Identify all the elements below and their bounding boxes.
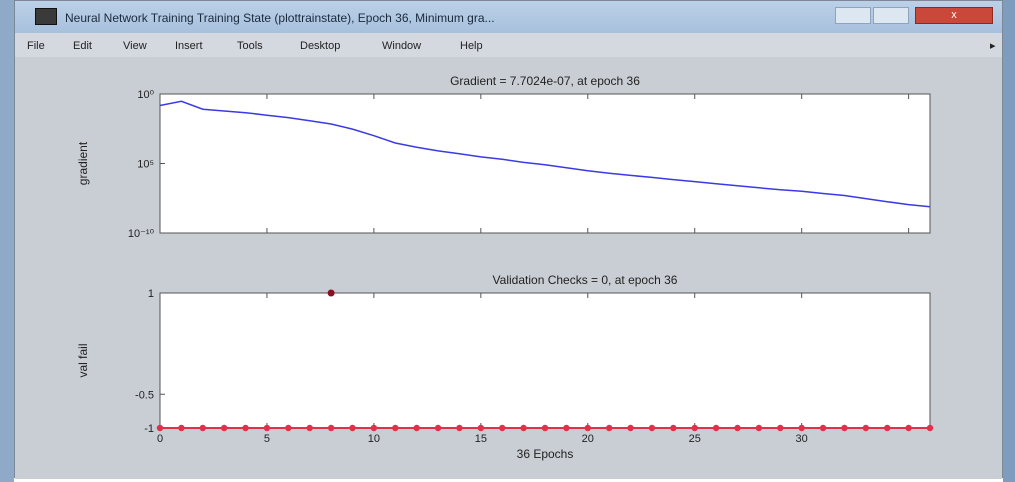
validation-point: [263, 424, 271, 432]
validation-point: [605, 424, 613, 432]
validation-point: [477, 424, 485, 432]
window-title: Neural Network Training Training State (…: [65, 11, 495, 25]
menu-bar: File Edit View Insert Tools Desktop Wind…: [15, 33, 1002, 57]
validation-point: [862, 424, 870, 432]
validation-point: [285, 424, 292, 432]
validation-xtick-label: 25: [689, 433, 701, 445]
validation-point: [734, 424, 741, 432]
gradient-series-line: [159, 100, 931, 208]
close-button[interactable]: x: [915, 7, 993, 24]
menu-view[interactable]: View: [123, 40, 147, 52]
validation-point: [926, 424, 934, 432]
validation-xtick-label: 0: [157, 433, 163, 445]
validation-point: [242, 424, 249, 432]
validation-title: Validation Checks = 0, at epoch 36: [493, 273, 678, 287]
validation-ytick-label: -0.5: [135, 389, 154, 401]
menu-insert[interactable]: Insert: [175, 40, 203, 52]
validation-axes: [159, 292, 931, 429]
validation-point: [178, 424, 185, 432]
figure-canvas: 10⁰ 10⁵ 10⁻¹⁰ Gradient = 7.7024e-07, at epo…: [15, 57, 1002, 479]
desktop-background-right: [1003, 0, 1015, 482]
validation-point: [648, 424, 656, 432]
validation-ylabel: val fail: [76, 343, 90, 377]
menu-tools[interactable]: Tools: [237, 40, 263, 52]
validation-ytick-label: -1: [144, 423, 154, 435]
menu-window[interactable]: Window: [382, 40, 422, 52]
validation-xtick-label: 5: [264, 433, 270, 445]
gradient-ytick-label: 10⁰: [137, 89, 154, 101]
validation-point: [349, 424, 356, 432]
validation-point: [370, 424, 378, 432]
gradient-axes: [159, 93, 931, 234]
validation-point: [627, 424, 634, 432]
gradient-title: Gradient = 7.7024e-07, at epoch 36: [450, 74, 640, 88]
validation-point: [220, 424, 228, 432]
validation-point: [541, 424, 549, 432]
figure-window: Neural Network Training Training State (…: [14, 0, 1003, 479]
validation-xtick-label: 20: [582, 433, 594, 445]
gradient-ylabel: gradient: [76, 141, 90, 185]
validation-point: [563, 424, 570, 432]
gradient-ytick-label: 10⁻¹⁰: [128, 228, 155, 240]
menu-desktop[interactable]: Desktop: [300, 40, 341, 52]
validation-point: [712, 424, 720, 432]
validation-point: [199, 424, 206, 432]
training-state-plots: 10⁰ 10⁵ 10⁻¹⁰ Gradient = 7.7024e-07, at epo…: [76, 74, 934, 461]
validation-point: [670, 424, 677, 432]
validation-point: [584, 424, 591, 432]
title-bar[interactable]: Neural Network Training Training State (…: [15, 1, 1002, 33]
validation-point: [884, 424, 891, 432]
validation-ytick-label: 1: [148, 288, 154, 300]
gradient-ytick-label: 10⁵: [137, 159, 154, 171]
validation-xtick-label: 15: [475, 433, 487, 445]
validation-point: [691, 424, 698, 432]
minimize-button[interactable]: [835, 7, 871, 24]
desktop-background-left: [0, 0, 14, 482]
validation-point: [777, 424, 784, 432]
validation-point: [306, 424, 313, 432]
validation-point: [798, 424, 805, 432]
validation-point: [434, 424, 442, 432]
validation-point: [456, 424, 463, 432]
validation-point: [905, 424, 912, 432]
toolbar-overflow-icon[interactable]: ▸: [990, 40, 996, 52]
validation-point: [520, 424, 527, 432]
validation-point: [841, 424, 848, 432]
validation-xtick-label: 30: [796, 433, 808, 445]
validation-point: [156, 424, 164, 432]
validation-point: [499, 424, 506, 432]
menu-edit[interactable]: Edit: [73, 40, 92, 52]
menu-help[interactable]: Help: [460, 40, 483, 52]
maximize-button[interactable]: [873, 7, 909, 24]
validation-point: [755, 424, 763, 432]
validation-xtick-label: 10: [368, 433, 380, 445]
validation-point: [819, 424, 827, 432]
menu-file[interactable]: File: [27, 40, 45, 52]
validation-highlight-point: [327, 289, 335, 297]
validation-point: [413, 424, 420, 432]
figure-app-icon: [35, 8, 57, 25]
validation-xlabel: 36 Epochs: [517, 447, 574, 461]
validation-point: [392, 424, 399, 432]
validation-point: [327, 424, 335, 432]
